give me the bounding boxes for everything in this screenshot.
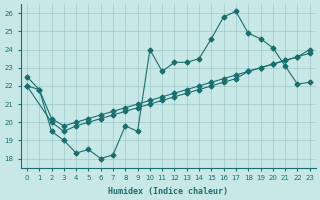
X-axis label: Humidex (Indice chaleur): Humidex (Indice chaleur): [108, 187, 228, 196]
